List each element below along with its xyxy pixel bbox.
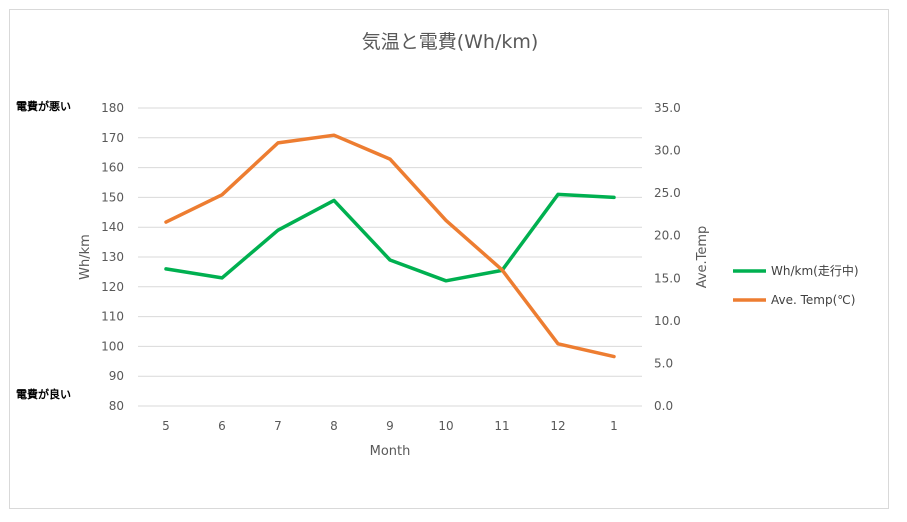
x-tick-label: 9 (386, 419, 394, 433)
x-tick-label: 7 (274, 419, 282, 433)
y-tick-label-left: 160 (101, 161, 124, 175)
chart-title: 気温と電費(Wh/km) (362, 31, 539, 53)
y-tick-label-right: 5.0 (654, 356, 673, 370)
y-tick-label-right: 15.0 (654, 271, 681, 285)
y-tick-label-left: 170 (101, 131, 124, 145)
y-tick-label-right: 35.0 (654, 101, 681, 115)
x-tick-label: 11 (494, 419, 509, 433)
y-tick-label-right: 25.0 (654, 186, 681, 200)
chart-frame (9, 9, 889, 509)
y-tick-label-right: 20.0 (654, 229, 681, 243)
annotation-bottom: 電費が良い (16, 387, 71, 401)
y-tick-label-left: 100 (101, 339, 124, 353)
y-tick-label-left: 120 (101, 280, 124, 294)
y-tick-label-right: 0.0 (654, 399, 673, 413)
y-tick-label-left: 180 (101, 101, 124, 115)
annotation-top: 電費が悪い (16, 99, 71, 113)
y-tick-label-right: 10.0 (654, 314, 681, 328)
x-tick-label: 12 (550, 419, 565, 433)
y-axis-left-ticks: 180 170 160 150 140 130 120 110 100 90 80 (101, 101, 124, 413)
gridlines (138, 107, 642, 407)
series-layer (164, 133, 616, 359)
y-tick-label-left: 110 (101, 310, 124, 324)
y-axis-right-title: Ave.Temp (695, 226, 710, 289)
legend: Wh/km(走行中) Ave. Temp(℃) (733, 263, 859, 307)
x-tick-label: 5 (162, 419, 170, 433)
series-line-wh-km (164, 192, 616, 283)
legend-label-wh-km: Wh/km(走行中) (771, 263, 859, 278)
x-tick-label: 8 (330, 419, 338, 433)
y-tick-label-left: 140 (101, 220, 124, 234)
x-tick-label: 1 (610, 419, 618, 433)
y-tick-label-right: 30.0 (654, 144, 681, 158)
y-axis-left-title: Wh/km (78, 234, 93, 280)
x-axis-title: Month (370, 444, 411, 459)
y-tick-label-left: 90 (109, 369, 124, 383)
y-tick-label-left: 150 (101, 190, 124, 204)
x-axis-ticks: 5 6 7 8 9 10 11 12 1 (162, 419, 618, 433)
x-tick-label: 10 (438, 419, 453, 433)
legend-label-temp: Ave. Temp(℃) (771, 293, 855, 307)
x-tick-label: 6 (218, 419, 226, 433)
series-line-temp (164, 133, 616, 359)
y-tick-label-left: 130 (101, 250, 124, 264)
y-tick-label-left: 80 (109, 399, 124, 413)
y-axis-right-ticks: 35.0 30.0 25.0 20.0 15.0 10.0 5.0 0.0 (654, 101, 681, 413)
